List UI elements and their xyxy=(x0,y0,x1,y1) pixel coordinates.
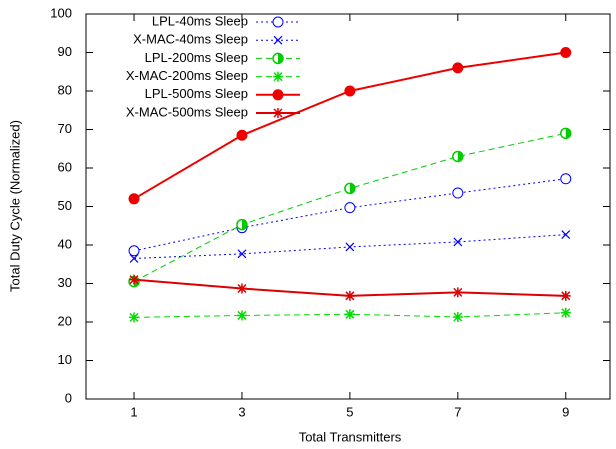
legend-label: X-MAC-500ms Sleep xyxy=(126,104,248,119)
marker-shape xyxy=(236,310,247,321)
marker-shape xyxy=(349,183,355,194)
legend-marker xyxy=(272,89,284,101)
marker-shape xyxy=(344,309,355,320)
marker-shape xyxy=(560,173,572,185)
point xyxy=(344,309,355,320)
marker-shape xyxy=(344,85,356,97)
point xyxy=(452,311,463,322)
marker-shape xyxy=(237,249,247,259)
marker-shape xyxy=(457,151,463,162)
point xyxy=(559,127,572,140)
point xyxy=(345,242,355,252)
point xyxy=(452,287,463,298)
y-tick-label: 60 xyxy=(58,159,72,174)
point xyxy=(236,283,247,294)
point xyxy=(453,237,463,247)
legend-label: X-MAC-200ms Sleep xyxy=(126,68,248,83)
legend-marker xyxy=(272,52,284,65)
y-tick-label: 0 xyxy=(65,390,72,405)
point xyxy=(236,218,248,231)
marker-shape xyxy=(273,71,283,82)
marker-shape xyxy=(565,128,571,139)
y-tick-label: 40 xyxy=(58,236,72,251)
marker-shape xyxy=(236,283,247,294)
marker-shape xyxy=(278,53,283,64)
x-tick-label: 3 xyxy=(238,404,245,419)
marker-shape xyxy=(273,35,283,45)
legend-label: LPL-200ms Sleep xyxy=(145,50,248,65)
marker-shape xyxy=(560,290,571,301)
point xyxy=(560,47,572,58)
marker-shape xyxy=(452,62,464,74)
marker-shape xyxy=(344,290,355,301)
marker-shape xyxy=(560,307,571,318)
point xyxy=(561,230,571,240)
point xyxy=(129,254,139,263)
legend-marker xyxy=(273,108,283,118)
x-axis-label: Total Transmitters xyxy=(299,429,402,444)
y-tick-label: 80 xyxy=(58,82,72,97)
y-tick-label: 20 xyxy=(58,313,72,328)
y-axis-label: Total Duty Cycle (Normalized) xyxy=(7,120,22,292)
point xyxy=(128,193,140,205)
x-tick-label: 7 xyxy=(454,404,461,419)
legend-marker xyxy=(272,16,284,28)
marker-shape xyxy=(129,312,140,323)
point xyxy=(560,307,571,318)
point xyxy=(236,310,247,321)
y-tick-label: 90 xyxy=(58,44,72,59)
x-tick-label: 5 xyxy=(346,404,353,419)
marker-shape xyxy=(241,219,247,230)
point xyxy=(452,150,464,163)
point xyxy=(344,202,356,214)
marker-shape xyxy=(273,108,283,118)
x-tick-label: 1 xyxy=(130,404,137,419)
point xyxy=(344,290,355,301)
y-tick-label: 30 xyxy=(58,275,72,290)
legend-label: X-MAC-40ms Sleep xyxy=(133,32,248,47)
marker-shape xyxy=(128,193,140,205)
marker-shape xyxy=(129,274,140,285)
point xyxy=(237,249,247,259)
point xyxy=(560,173,572,185)
marker-shape xyxy=(561,230,571,240)
x-tick-label: 9 xyxy=(562,404,569,419)
point xyxy=(128,245,140,257)
marker-shape xyxy=(344,202,356,214)
marker-shape xyxy=(272,16,284,28)
point xyxy=(560,290,571,301)
legend-label: LPL-40ms Sleep xyxy=(152,13,248,28)
legend-label: LPL-500ms Sleep xyxy=(145,86,248,101)
point xyxy=(344,182,356,195)
marker-shape xyxy=(452,311,463,322)
marker-shape xyxy=(452,287,463,298)
point xyxy=(344,85,356,97)
marker-shape xyxy=(129,254,139,263)
y-tick-label: 10 xyxy=(58,352,72,367)
legend-marker xyxy=(273,35,283,45)
y-tick-label: 50 xyxy=(58,198,72,213)
point xyxy=(452,62,464,74)
point xyxy=(129,312,140,323)
legend-marker xyxy=(273,71,283,82)
marker-shape xyxy=(236,129,248,141)
y-tick-label: 100 xyxy=(50,5,72,20)
y-tick-label: 70 xyxy=(58,121,72,136)
marker-shape xyxy=(452,187,464,199)
marker-shape xyxy=(128,245,140,257)
point xyxy=(452,187,464,199)
marker-shape xyxy=(272,89,284,101)
marker-shape xyxy=(345,242,355,252)
point xyxy=(129,274,140,285)
point xyxy=(236,129,248,141)
marker-shape xyxy=(560,47,572,58)
marker-shape xyxy=(453,237,463,247)
